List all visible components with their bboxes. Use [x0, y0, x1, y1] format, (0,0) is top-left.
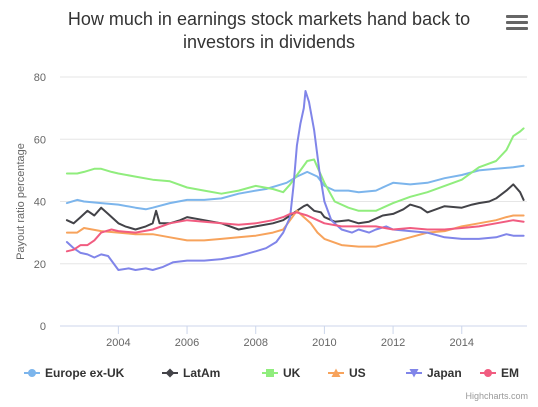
x-tick-label: 2014 [450, 337, 474, 349]
x-tick-label: 2008 [243, 337, 267, 349]
y-tick-label: 0 [40, 321, 46, 333]
chart-title: How much in earnings stock markets hand … [67, 9, 471, 52]
y-tick-label: 60 [34, 134, 46, 146]
legend-marker-latam[interactable] [165, 368, 175, 378]
legend-marker-uk[interactable] [266, 369, 274, 377]
series-line-em [65, 211, 525, 253]
y-tick-label: 80 [34, 72, 46, 84]
x-tick-label: 2006 [175, 337, 199, 349]
y-tick-label: 20 [34, 259, 46, 271]
legend-label-latam[interactable]: LatAm [183, 366, 220, 380]
y-tick-label: 40 [34, 197, 46, 209]
series-line-japan [65, 90, 525, 271]
x-tick-label: 2012 [381, 337, 405, 349]
legend-label-europe-ex-uk[interactable]: Europe ex-UK [45, 366, 125, 380]
legend-label-us[interactable]: US [349, 366, 366, 380]
series-line-latam [65, 183, 525, 231]
legend-marker-europe-ex-uk[interactable] [28, 369, 36, 377]
legend-marker-us[interactable] [331, 368, 341, 378]
series-line-uk [65, 127, 525, 212]
y-axis-label: Payout ratio percentage [15, 143, 27, 260]
legend-marker-japan[interactable] [409, 369, 419, 378]
x-tick-label: 2004 [106, 337, 130, 349]
legend-label-uk[interactable]: UK [283, 366, 301, 380]
legend-label-em[interactable]: EM [501, 366, 519, 380]
hamburger-menu-icon[interactable] [506, 15, 528, 33]
legend-marker-em[interactable] [484, 369, 492, 377]
x-tick-label: 2010 [312, 337, 336, 349]
credits-link[interactable]: Highcharts.com [465, 391, 528, 401]
legend-label-japan[interactable]: Japan [427, 366, 462, 380]
